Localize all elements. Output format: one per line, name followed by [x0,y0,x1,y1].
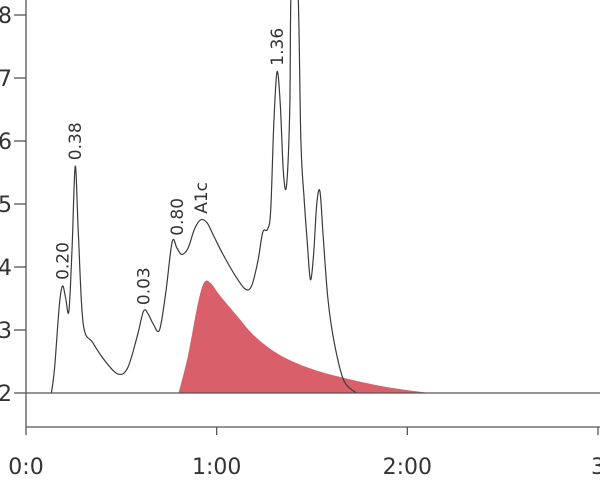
x-tick-label-3: 3 [591,455,600,480]
peak-label-4: A1c [192,182,212,214]
a1c-area-fill [178,280,430,393]
x-tick-label-1: 1:00 [192,455,241,480]
y-tick-label-0: 2 [0,382,12,407]
y-tick-label-6: 8 [0,4,12,29]
y-tick-label-5: 7 [0,67,12,92]
y-tick-label-1: 3 [0,319,12,344]
chromatogram-trace-line [50,0,357,394]
y-tick-label-4: 6 [0,130,12,155]
area-layer [178,280,430,393]
peak-label-1: 0.38 [66,122,86,160]
peak-label-3: 0.80 [168,198,188,236]
peak-label-5: 1.36 [268,28,288,66]
y-tick-label-2: 4 [0,256,12,281]
peak-label-2: 0.03 [135,267,155,305]
x-tick-label-2: 2:00 [383,455,432,480]
trace-layer [50,0,357,394]
x-tick-label-0: 0:0 [8,455,43,480]
peak-label-0: 0.20 [54,242,74,280]
y-tick-label-3: 5 [0,193,12,218]
